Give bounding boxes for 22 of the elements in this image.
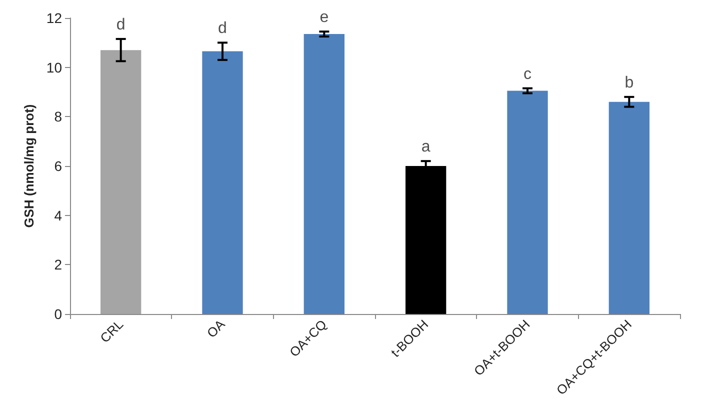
bar [202, 51, 243, 314]
bar [507, 90, 548, 314]
bar [608, 102, 650, 314]
y-tick-label: 10 [46, 59, 62, 76]
annotation: c [524, 66, 532, 83]
y-tick-label: 6 [54, 158, 62, 174]
x-tick-label: OA [204, 316, 228, 341]
y-tick-label: 8 [54, 108, 62, 125]
annotation: a [421, 138, 430, 156]
y-tick-label: 2 [54, 256, 62, 273]
y-axis-title: GSH (nmol/mg prot) [22, 104, 37, 228]
x-tick-label: CRL [97, 316, 126, 346]
bar [406, 166, 446, 314]
y-tick-label: 12 [46, 10, 62, 26]
bar [100, 50, 142, 314]
y-tick-label: 0 [54, 306, 62, 322]
annotation: e [320, 9, 329, 26]
annotation: b [624, 74, 634, 92]
annotation: d [116, 16, 126, 34]
bar [304, 34, 344, 314]
y-tick-label: 4 [54, 207, 62, 224]
annotation: d [218, 20, 227, 38]
